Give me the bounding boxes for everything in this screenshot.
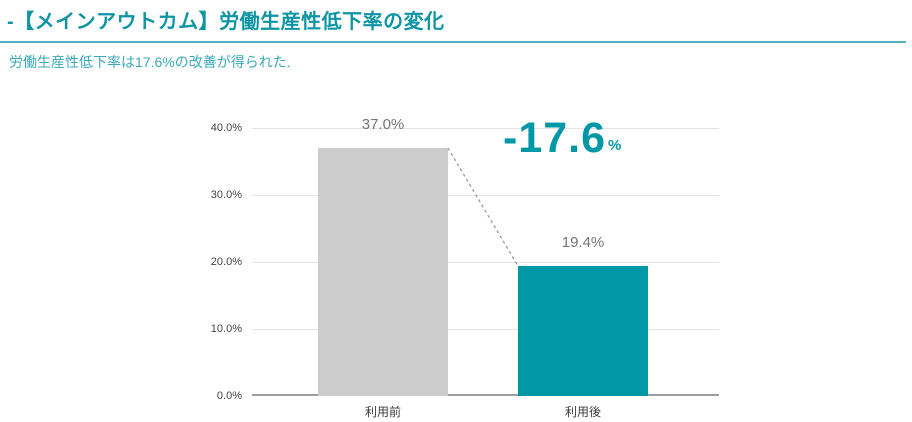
x-axis-label: 利用後 bbox=[564, 405, 602, 419]
bar bbox=[318, 148, 448, 396]
x-axis-label: 利用前 bbox=[364, 405, 402, 419]
y-axis-tick-label: 10.0% bbox=[210, 323, 242, 335]
change-unit: % bbox=[608, 136, 622, 154]
subtitle: 労働生産性低下率は17.6%の改善が得られた. bbox=[9, 54, 291, 70]
bar-value-label: 37.0% bbox=[361, 116, 405, 133]
y-axis-tick-label: 0.0% bbox=[216, 390, 242, 402]
gridline bbox=[252, 128, 719, 129]
x-axis-line bbox=[252, 394, 719, 396]
bar bbox=[518, 266, 648, 396]
y-axis-tick-label: 30.0% bbox=[210, 189, 242, 201]
plot-area: 0.0% 10.0% 20.0% 30.0% 40.0% 37.0% 利用前 19.4% 利用後 bbox=[211, 116, 719, 419]
change-value: -17.6 bbox=[503, 114, 607, 162]
bar-chart: 0.0% 10.0% 20.0% 30.0% 40.0% 37.0% 利用前 19.4% 利用後… bbox=[0, 90, 912, 422]
page-title: -【メインアウトカム】労働生産性低下率の変化 bbox=[7, 11, 445, 33]
title-divider bbox=[0, 41, 906, 43]
y-axis-tick-label: 40.0% bbox=[210, 122, 242, 134]
gridline bbox=[252, 329, 719, 330]
change-annotation: -17.6 % bbox=[503, 114, 622, 162]
y-axis-tick-label: 20.0% bbox=[210, 256, 242, 268]
bar-value-label: 19.4% bbox=[561, 234, 605, 251]
